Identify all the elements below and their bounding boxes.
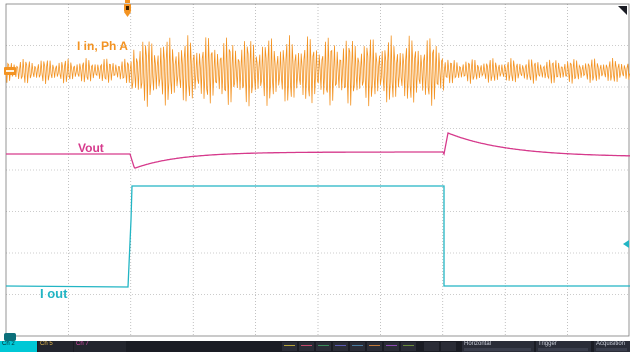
ref-channel-button[interactable]	[350, 342, 365, 351]
channel-7-label: Ch 7	[76, 341, 89, 347]
add-channel-button[interactable]	[424, 342, 439, 351]
add-channel-button[interactable]	[441, 342, 456, 351]
vout-waveform	[6, 132, 630, 169]
trigger-level-arrow-icon[interactable]	[623, 240, 629, 248]
ch-ground-marker-icon[interactable]	[4, 67, 16, 75]
screen-background	[0, 0, 630, 341]
acquisition-label: Acquisition	[596, 341, 626, 347]
channel-7-button[interactable]: Ch 7	[74, 341, 126, 352]
vout-label: Vout	[78, 141, 104, 155]
acquisition-panel[interactable]: Acquisition	[594, 341, 630, 352]
ref-channel-button[interactable]	[333, 342, 348, 351]
ref-channel-button[interactable]	[316, 342, 331, 351]
graticule-border	[5, 3, 630, 337]
waveform-screen[interactable]	[0, 0, 630, 341]
i-in-waveform	[5, 35, 630, 107]
channel-badge-icon[interactable]	[4, 333, 16, 341]
status-bar: Ch 2 Ch 5 Ch 7 Horizontal Trigger Acquis…	[0, 341, 630, 352]
channel-5-button[interactable]: Ch 5	[38, 341, 73, 352]
ref-channel-button[interactable]	[299, 342, 314, 351]
channel-2-label: Ch 2	[2, 341, 15, 347]
trigger-label: Trigger	[538, 341, 557, 347]
acquisition-readout	[596, 348, 627, 351]
trigger-panel[interactable]: Trigger	[536, 341, 591, 352]
bus-channel-button[interactable]	[367, 342, 382, 351]
horizontal-panel[interactable]: Horizontal	[462, 341, 534, 352]
channel-5-label: Ch 5	[40, 341, 53, 347]
corner-triangle-icon[interactable]	[618, 6, 627, 15]
bus-channel-button[interactable]	[401, 342, 416, 351]
i-out-label: I out	[40, 286, 68, 301]
bus-channel-button[interactable]	[384, 342, 399, 351]
math-channel-button[interactable]	[282, 342, 297, 351]
trigger-marker-icon[interactable]	[124, 0, 131, 17]
i-in-label: I in, Ph A	[77, 39, 128, 53]
horizontal-label: Horizontal	[464, 341, 492, 347]
trigger-readout	[538, 348, 588, 351]
i-out-waveform	[5, 185, 630, 288]
graticule-grid	[5, 3, 630, 337]
channel-2-button[interactable]: Ch 2	[0, 341, 37, 352]
horizontal-readout	[464, 348, 531, 351]
